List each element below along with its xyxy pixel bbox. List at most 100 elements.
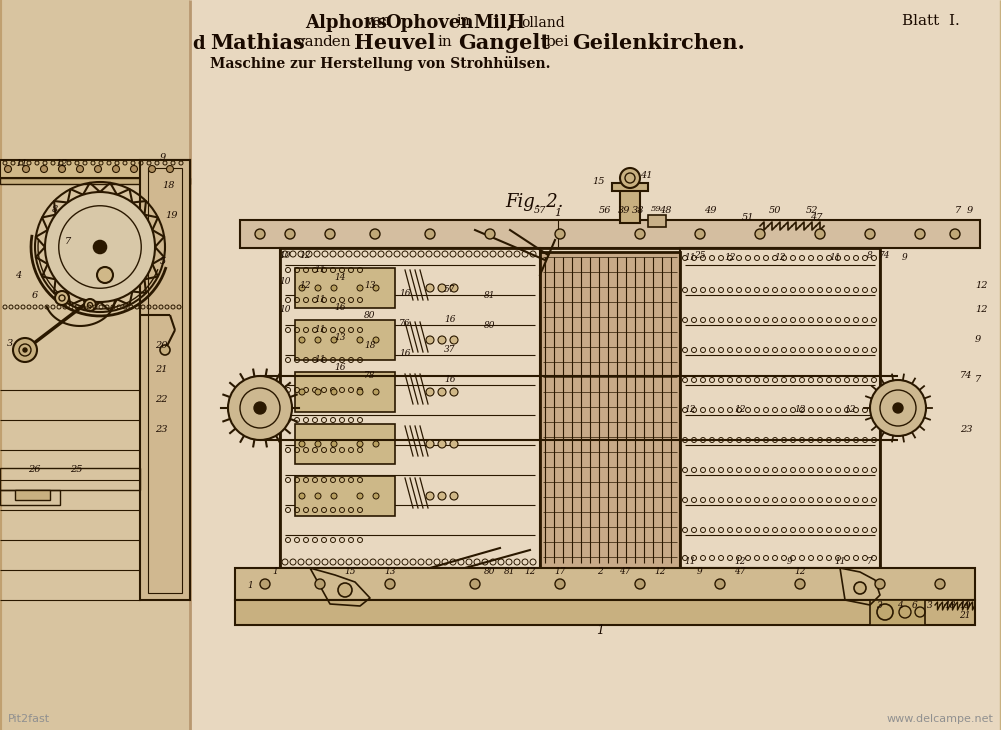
Circle shape: [315, 441, 321, 447]
Text: 16: 16: [444, 375, 455, 385]
Circle shape: [438, 440, 446, 448]
Circle shape: [45, 192, 155, 302]
Text: 2: 2: [598, 567, 603, 577]
Circle shape: [450, 284, 458, 292]
Circle shape: [715, 579, 725, 589]
Text: Mathias: Mathias: [210, 33, 304, 53]
Circle shape: [331, 285, 337, 291]
Circle shape: [893, 403, 903, 413]
Text: www.delcampe.net: www.delcampe.net: [886, 714, 993, 724]
Text: 47: 47: [620, 567, 631, 577]
Circle shape: [438, 284, 446, 292]
Text: 49: 49: [704, 206, 717, 215]
Text: 12: 12: [844, 405, 856, 415]
Circle shape: [160, 345, 170, 355]
Circle shape: [299, 389, 305, 395]
Bar: [0, 468, 140, 490]
Circle shape: [555, 229, 565, 239]
Bar: [140, 160, 190, 600]
Text: 11: 11: [314, 326, 325, 334]
Circle shape: [373, 441, 379, 447]
Text: 15: 15: [593, 177, 605, 186]
Circle shape: [370, 229, 380, 239]
Bar: [280, 248, 880, 568]
Bar: [280, 248, 540, 568]
Text: 18: 18: [364, 340, 375, 350]
Text: in: in: [437, 35, 451, 49]
Text: 13: 13: [384, 567, 395, 577]
Text: 25: 25: [70, 466, 82, 474]
Circle shape: [94, 166, 101, 172]
Text: 1: 1: [596, 623, 604, 637]
Text: 80: 80: [484, 567, 495, 577]
Circle shape: [254, 402, 266, 414]
Circle shape: [438, 336, 446, 344]
Text: 15: 15: [344, 567, 355, 577]
Circle shape: [935, 579, 945, 589]
Text: 20: 20: [155, 340, 167, 350]
Circle shape: [285, 229, 295, 239]
Text: H: H: [507, 14, 524, 32]
Text: 10: 10: [279, 305, 290, 315]
Text: 12: 12: [655, 567, 666, 577]
Text: 11: 11: [829, 253, 841, 263]
Text: 12: 12: [735, 405, 746, 415]
Text: 78: 78: [364, 371, 375, 380]
Circle shape: [130, 166, 137, 172]
Bar: [0, 0, 190, 730]
Text: 74: 74: [960, 371, 973, 380]
Circle shape: [13, 338, 37, 362]
Circle shape: [112, 166, 119, 172]
Bar: [295, 320, 395, 360]
Text: 39: 39: [618, 206, 631, 215]
Text: 12: 12: [55, 158, 67, 167]
Circle shape: [40, 166, 47, 172]
Text: 80: 80: [364, 310, 375, 320]
Circle shape: [299, 285, 305, 291]
Text: 50: 50: [769, 206, 781, 215]
Circle shape: [22, 166, 29, 172]
Text: 7: 7: [65, 237, 71, 247]
Text: 12: 12: [299, 250, 310, 259]
Text: 4: 4: [897, 601, 903, 610]
Circle shape: [76, 166, 83, 172]
Circle shape: [299, 441, 305, 447]
Circle shape: [148, 166, 155, 172]
Circle shape: [870, 380, 926, 436]
Text: 81: 81: [505, 567, 516, 577]
Text: 6: 6: [912, 601, 918, 610]
Text: 52: 52: [806, 206, 818, 215]
Circle shape: [315, 579, 325, 589]
Text: 1: 1: [247, 580, 253, 590]
Circle shape: [373, 337, 379, 343]
Bar: [0, 178, 190, 184]
Circle shape: [450, 492, 458, 500]
Text: 37: 37: [444, 345, 455, 355]
Circle shape: [255, 229, 265, 239]
Text: 11: 11: [15, 158, 27, 167]
Text: 23: 23: [960, 426, 973, 434]
Text: 59: 59: [651, 205, 662, 213]
Circle shape: [55, 291, 69, 305]
Text: Maschine zur Herstellung von Strohhülsen.: Maschine zur Herstellung von Strohhülsen…: [210, 56, 551, 71]
Text: 18: 18: [944, 601, 956, 610]
Text: 11: 11: [314, 296, 325, 304]
Bar: [295, 424, 395, 464]
Circle shape: [438, 388, 446, 396]
Bar: [235, 600, 975, 625]
Text: 19: 19: [165, 210, 177, 220]
Circle shape: [357, 337, 363, 343]
Text: 12: 12: [735, 558, 746, 566]
Bar: [295, 476, 395, 516]
Text: 80: 80: [484, 320, 495, 329]
Circle shape: [620, 168, 640, 188]
Text: 9: 9: [967, 206, 973, 215]
Text: 38: 38: [632, 206, 645, 215]
Text: 9: 9: [697, 567, 703, 577]
Circle shape: [357, 493, 363, 499]
Text: 12: 12: [774, 253, 786, 263]
Text: 17: 17: [555, 567, 566, 577]
Circle shape: [426, 492, 434, 500]
Text: Ophoven: Ophoven: [385, 14, 473, 32]
Text: Fig. 2.: Fig. 2.: [505, 193, 564, 211]
